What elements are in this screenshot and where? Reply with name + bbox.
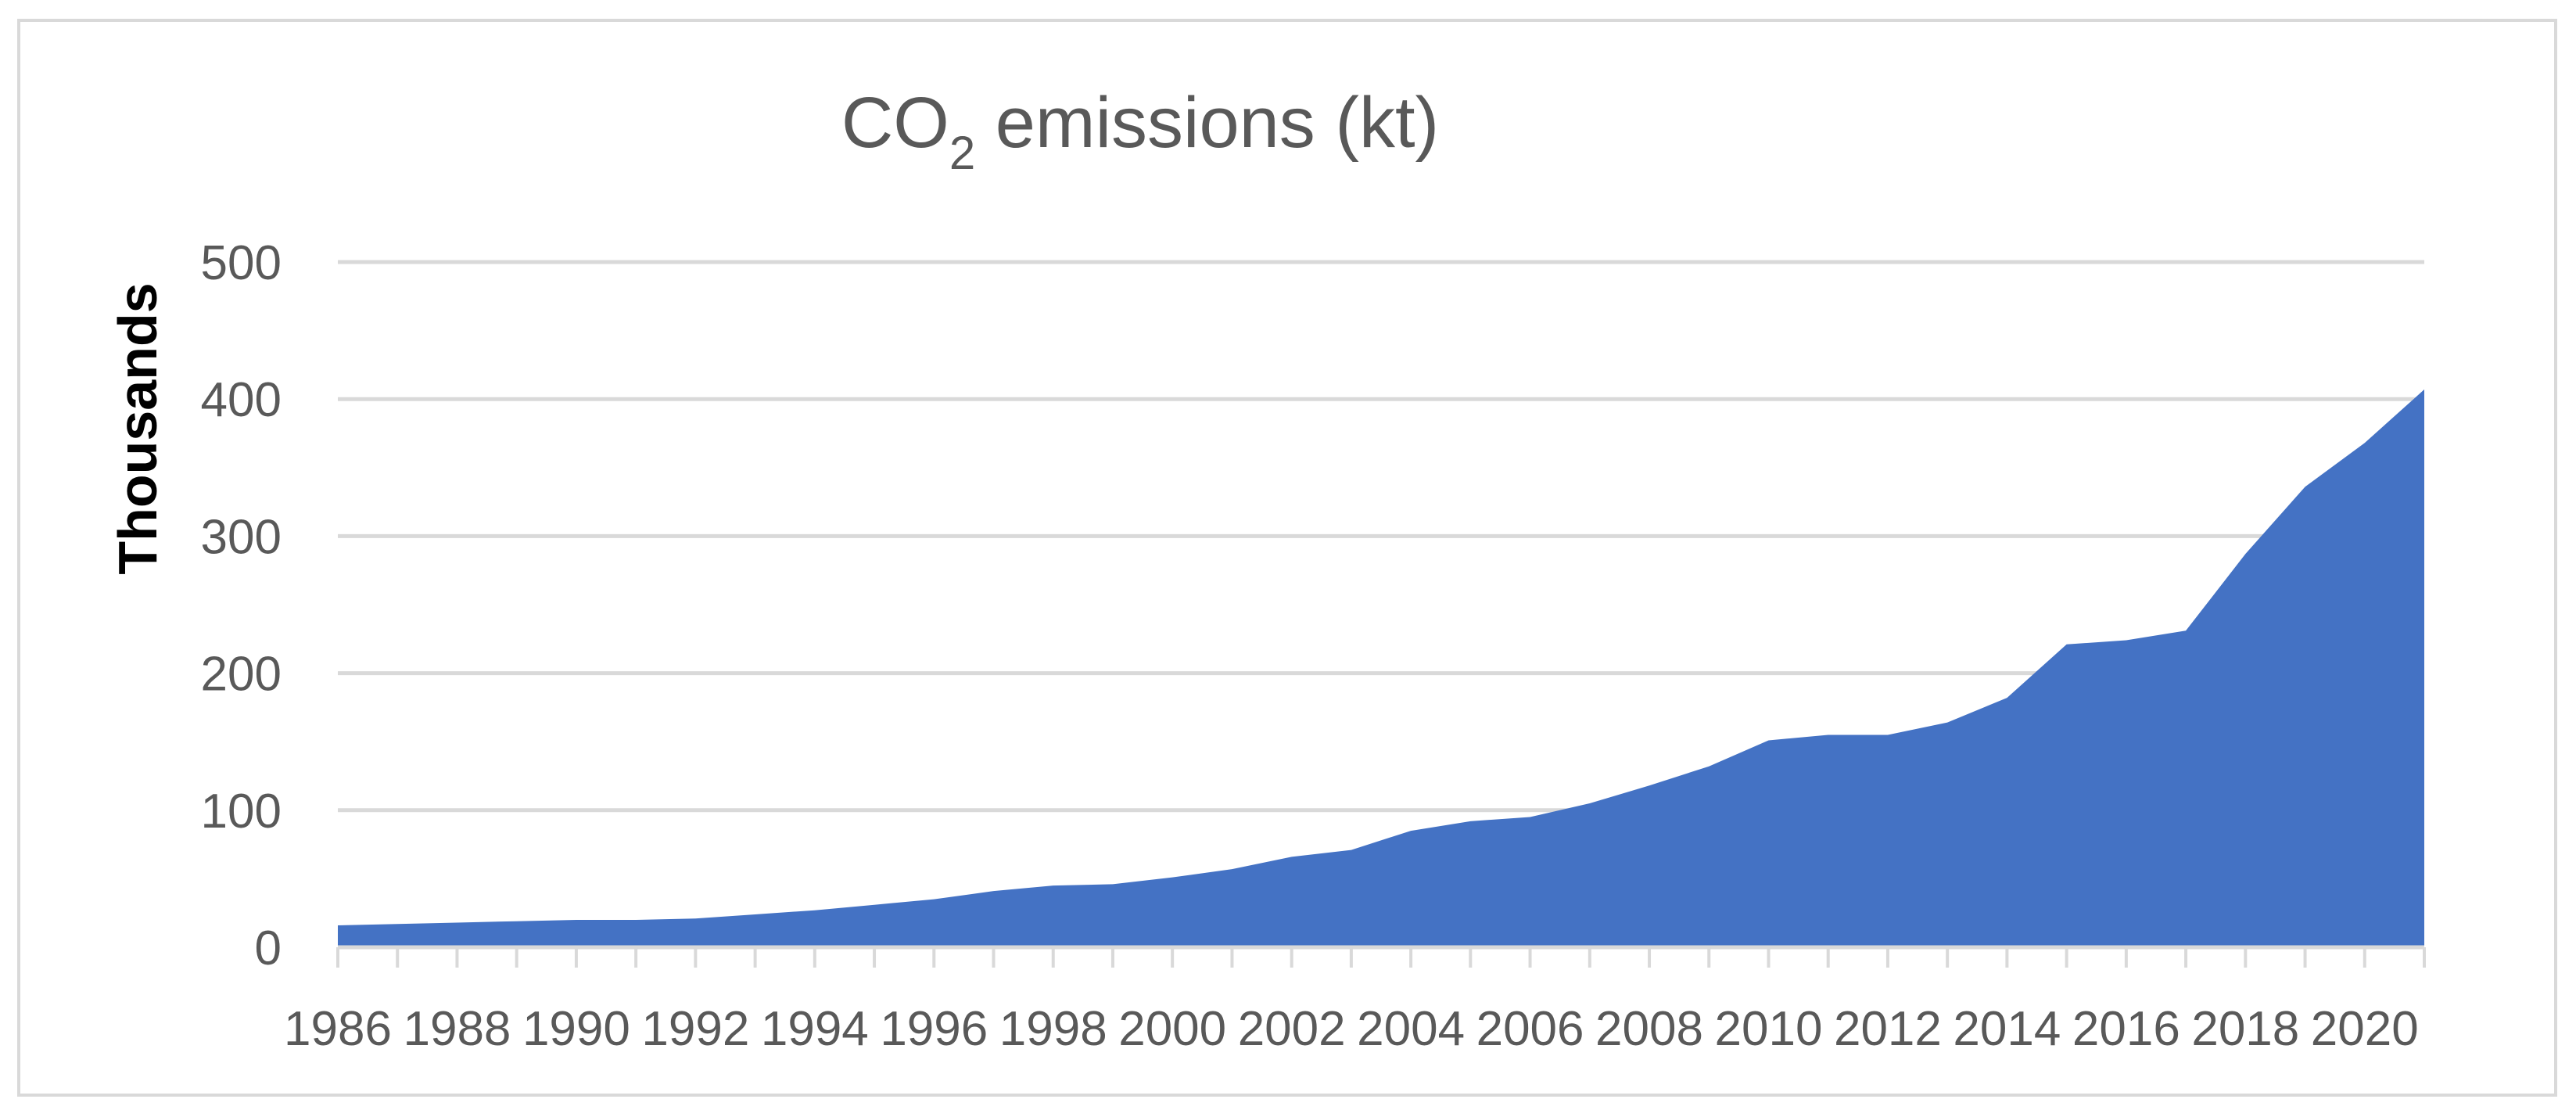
x-tick-label: 2020: [2311, 1002, 2419, 1056]
x-tick-label: 2008: [1595, 1002, 1703, 1056]
y-tick-label: 100: [201, 785, 282, 839]
y-tick-label: 400: [201, 373, 282, 427]
x-tick-label: 1992: [641, 1002, 749, 1056]
chart-title: CO2 emissions (kt): [841, 83, 1439, 179]
y-tick-label: 500: [201, 236, 282, 290]
y-tick-labels: 0 100 200 300 400 500: [201, 236, 282, 975]
x-tick-label: 1990: [522, 1002, 630, 1056]
y-tick-label: 300: [201, 510, 282, 564]
y-axis-label: Thousands: [107, 282, 168, 574]
x-tick-label: 2006: [1476, 1002, 1584, 1056]
x-tick-label: 2012: [1834, 1002, 1942, 1056]
y-tick-label: 200: [201, 648, 282, 702]
y-tick-label: 0: [255, 921, 282, 975]
series-area: [338, 389, 2424, 947]
x-tick-label: 1996: [880, 1002, 988, 1056]
x-tick-label: 2002: [1238, 1002, 1346, 1056]
x-tick-labels: 1986 1988 1990 1992 1994 1996 1998 2000 2002 2004…: [284, 1002, 2419, 1056]
x-tick-label: 2018: [2191, 1002, 2299, 1056]
x-tick-label: 2004: [1357, 1002, 1465, 1056]
x-tick-label: 2014: [1953, 1002, 2061, 1056]
x-tick-label: 1994: [761, 1002, 869, 1056]
x-tick-label: 1988: [403, 1002, 511, 1056]
x-tick-label: 2010: [1715, 1002, 1823, 1056]
co2-emissions-area: [338, 389, 2424, 947]
x-tick-label: 2000: [1118, 1002, 1226, 1056]
x-tick-label: 1998: [999, 1002, 1107, 1056]
x-axis: [336, 945, 2426, 968]
x-tick-label: 2016: [2072, 1002, 2180, 1056]
x-tick-label: 1986: [284, 1002, 392, 1056]
